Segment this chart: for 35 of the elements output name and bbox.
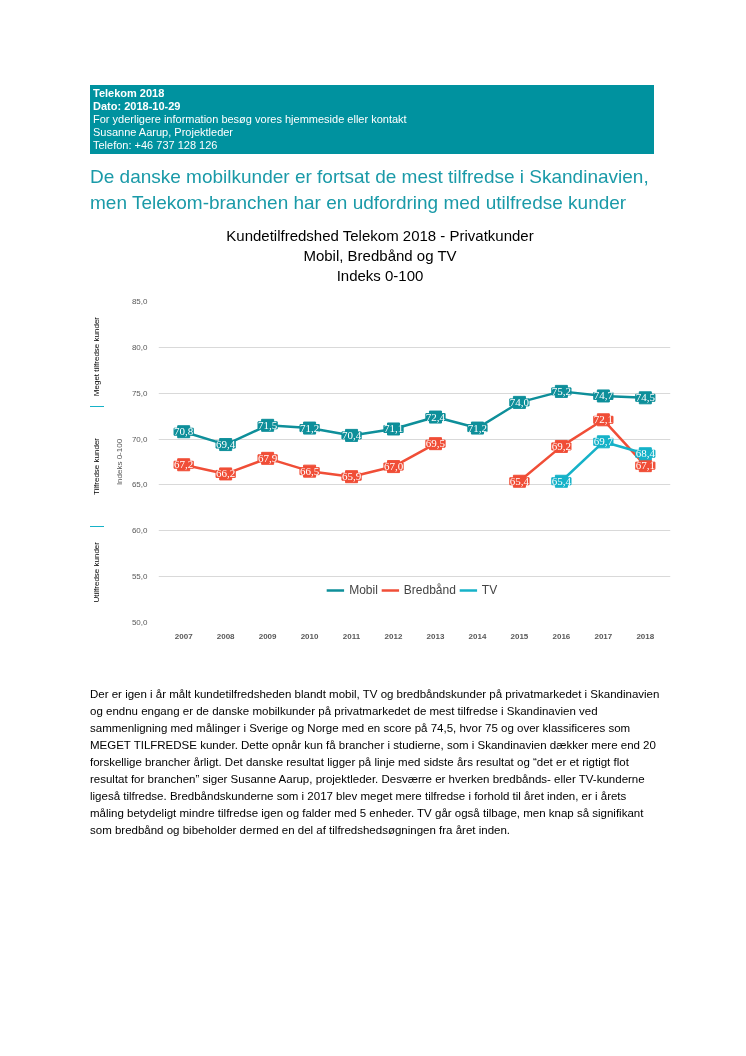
x-tick-label: 2016 xyxy=(552,631,571,641)
text: For yderligere information besøg vores hjemmeside eller kontakt xyxy=(93,113,408,126)
x-tick-label: 2009 xyxy=(258,631,278,641)
y-tick-label: 85,0 xyxy=(131,297,149,307)
y-tick-label: 55,0 xyxy=(131,572,149,582)
y-axis-title: Indeks 0-100 xyxy=(114,438,124,486)
text: Dato: 2018-10-29 xyxy=(93,100,182,113)
y-tick-label: 50,0 xyxy=(131,618,149,628)
x-tick-label: 2008 xyxy=(216,631,236,641)
y-tick-label: 70,0 xyxy=(131,434,149,444)
legend-label: TV xyxy=(481,583,499,598)
text: De danske mobilkunder er fortsat de mest tilfredse i Skandinavien, men Telekom-branchen har en udfordring med utilfredse kunder xyxy=(90,165,650,216)
text: Tilfredse kunder xyxy=(91,438,103,496)
y-tick-label: 60,0 xyxy=(131,526,149,536)
x-tick-label: 2010 xyxy=(300,631,320,641)
x-tick-label: 2011 xyxy=(342,631,361,641)
x-tick-label: 2015 xyxy=(510,631,529,641)
x-tick-label: 2017 xyxy=(594,631,613,641)
text: Susanne Aarup, Projektleder xyxy=(93,126,235,139)
y-tick-label: 65,0 xyxy=(131,480,149,490)
legend-label: Bredbånd xyxy=(403,583,456,598)
text: Utilfredse kunder xyxy=(91,541,103,603)
legend-label: Mobil xyxy=(349,583,378,598)
x-tick-label: 2018 xyxy=(636,631,655,641)
y-tick-label: 75,0 xyxy=(131,389,149,398)
chart-title: Kundetilfredshed Telekom 2018 - Privatkunder Mobil, Bredbånd og TV Indeks 0-100 xyxy=(225,226,535,287)
x-tick-label: 2014 xyxy=(468,631,487,641)
x-tick-label: 2007 xyxy=(174,631,194,641)
text: Telefon: +46 737 128 126 xyxy=(93,139,219,152)
text: Der er igen i år målt kundetilfredsheden blandt mobil, TV og bredbåndskunder på privatmarkedet i Skandinavien og endnu engang er de danske mobilkunder på privatmarkedet de mest tilfredse i Skandinavien ved sammenligning med målinger i Sverige og Norge med en score på 74,5, hvor 75 og over klassificeres som MEGET TILFREDSE kunder. Dette opnår kun få brancher i studierne, som i Skandinavien dækker mere end 20 forskellige brancher årligt. Det danske resultat ligger på linje med sidste års resultat og “det er et rigtigt flot resultat for branchen” siger Susanne Aarup, projektleder. Desværre er hverken bredbånds- eller TV-kunderne ligeså tilfredse. Bredbåndskunderne som i 2017 blev meget mere tilfredse i forhold til året inden, er i årets måling betydeligt mindre tilfredse igen og falder med 5 enheder. TV går også tilbage, men knap så signifikant som bredbånd og bibeholder dermed en del af tilfredshedsøgningen fra året inden. xyxy=(90,688,660,837)
text: Telekom 2018 xyxy=(93,87,166,100)
x-tick-label: 2013 xyxy=(426,631,445,641)
text: Meget tilfredse kunder xyxy=(91,316,103,396)
y-tick-label: 80,0 xyxy=(131,343,149,353)
x-tick-label: 2012 xyxy=(384,631,403,641)
